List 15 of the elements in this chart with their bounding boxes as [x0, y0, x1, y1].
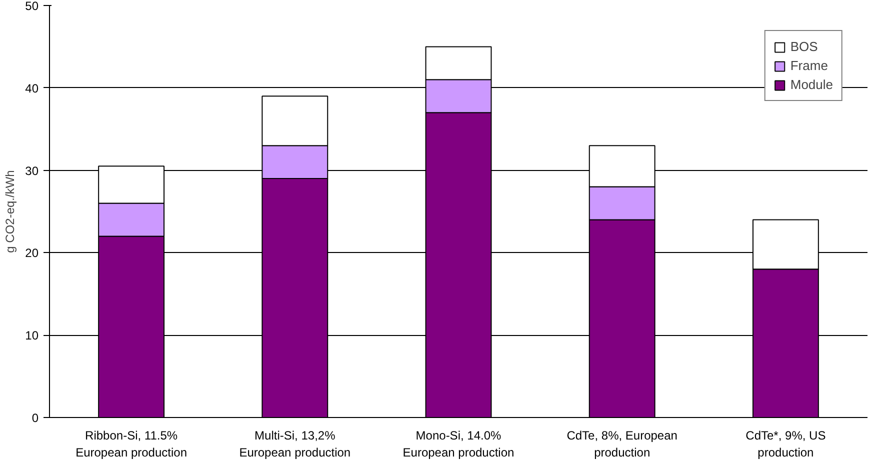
legend-label: Module: [790, 77, 833, 92]
x-tick-label: CdTe*, 9%, US production: [746, 428, 826, 460]
y-tick-label: 20: [25, 246, 39, 260]
y-tick-label: 50: [25, 0, 39, 13]
x-tick-label: Ribbon-Si, 11.5% European production: [76, 428, 188, 460]
x-tick-label: CdTe, 8%, European production: [566, 428, 678, 460]
x-tick-label: Mono-Si, 14.0% European production: [402, 428, 514, 460]
legend-label: BOS: [790, 39, 818, 54]
x-tick-label: Multi-Si, 13,2% European production: [239, 428, 351, 460]
y-tick-label: 40: [25, 81, 39, 96]
y-axis-title: g CO2-eq./kWh: [3, 170, 18, 253]
y-tick-label: 30: [25, 164, 39, 178]
y-tick-label: 0: [32, 411, 39, 425]
y-tick-label: 10: [25, 328, 39, 343]
legend-label: Frame: [790, 58, 828, 73]
